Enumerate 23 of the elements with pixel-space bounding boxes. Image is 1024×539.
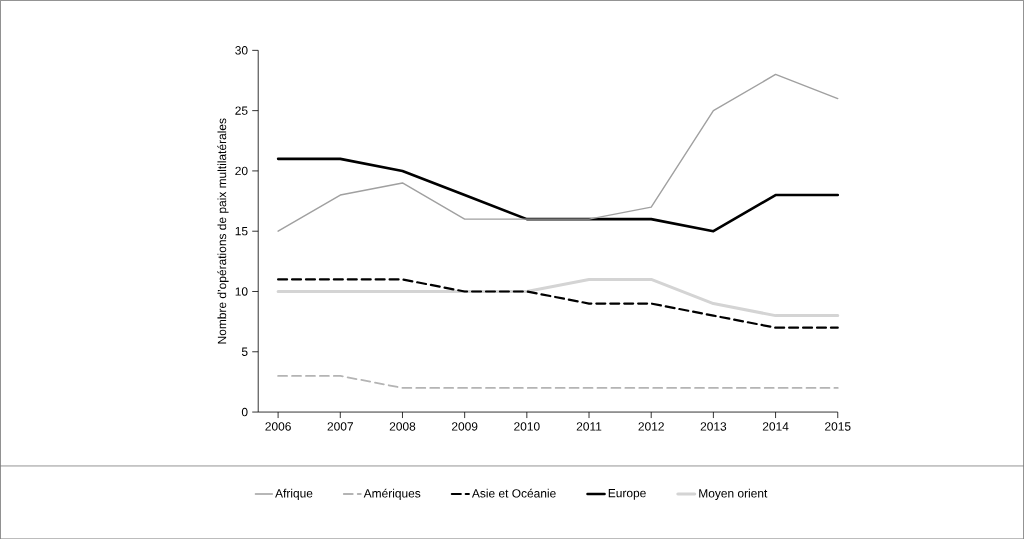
y-tick-label: 5 bbox=[241, 347, 248, 356]
y-tick-label: 25 bbox=[235, 106, 248, 115]
legend-label: Moyen orient bbox=[699, 488, 768, 500]
x-tick-label: 2006 bbox=[265, 422, 291, 431]
legend-label: Europe bbox=[608, 488, 646, 500]
y-axis-title: Nombre d’opérations de paix multilatérales bbox=[217, 118, 229, 344]
legend-label: Asie et Océanie bbox=[471, 488, 556, 498]
y-tick-label: 10 bbox=[235, 287, 248, 296]
y-tick-label: 0 bbox=[241, 407, 248, 417]
y-tick-label: 30 bbox=[235, 45, 248, 55]
x-tick-label: 2012 bbox=[638, 422, 664, 431]
x-tick-label: 2008 bbox=[389, 422, 416, 431]
x-tick-label: 2009 bbox=[451, 422, 478, 431]
y-tick-label: 15 bbox=[235, 226, 248, 236]
legend-label: Afrique bbox=[275, 488, 313, 500]
x-tick-label: 2015 bbox=[825, 422, 851, 431]
x-tick-label: 2007 bbox=[327, 422, 353, 431]
legend-label: Amériques bbox=[363, 488, 421, 500]
x-tick-label: 2013 bbox=[700, 422, 727, 431]
x-tick-label: 2011 bbox=[576, 422, 602, 431]
y-tick-label: 20 bbox=[235, 166, 248, 175]
x-tick-label: 2014 bbox=[762, 422, 789, 431]
x-tick-label: 2010 bbox=[514, 422, 540, 431]
